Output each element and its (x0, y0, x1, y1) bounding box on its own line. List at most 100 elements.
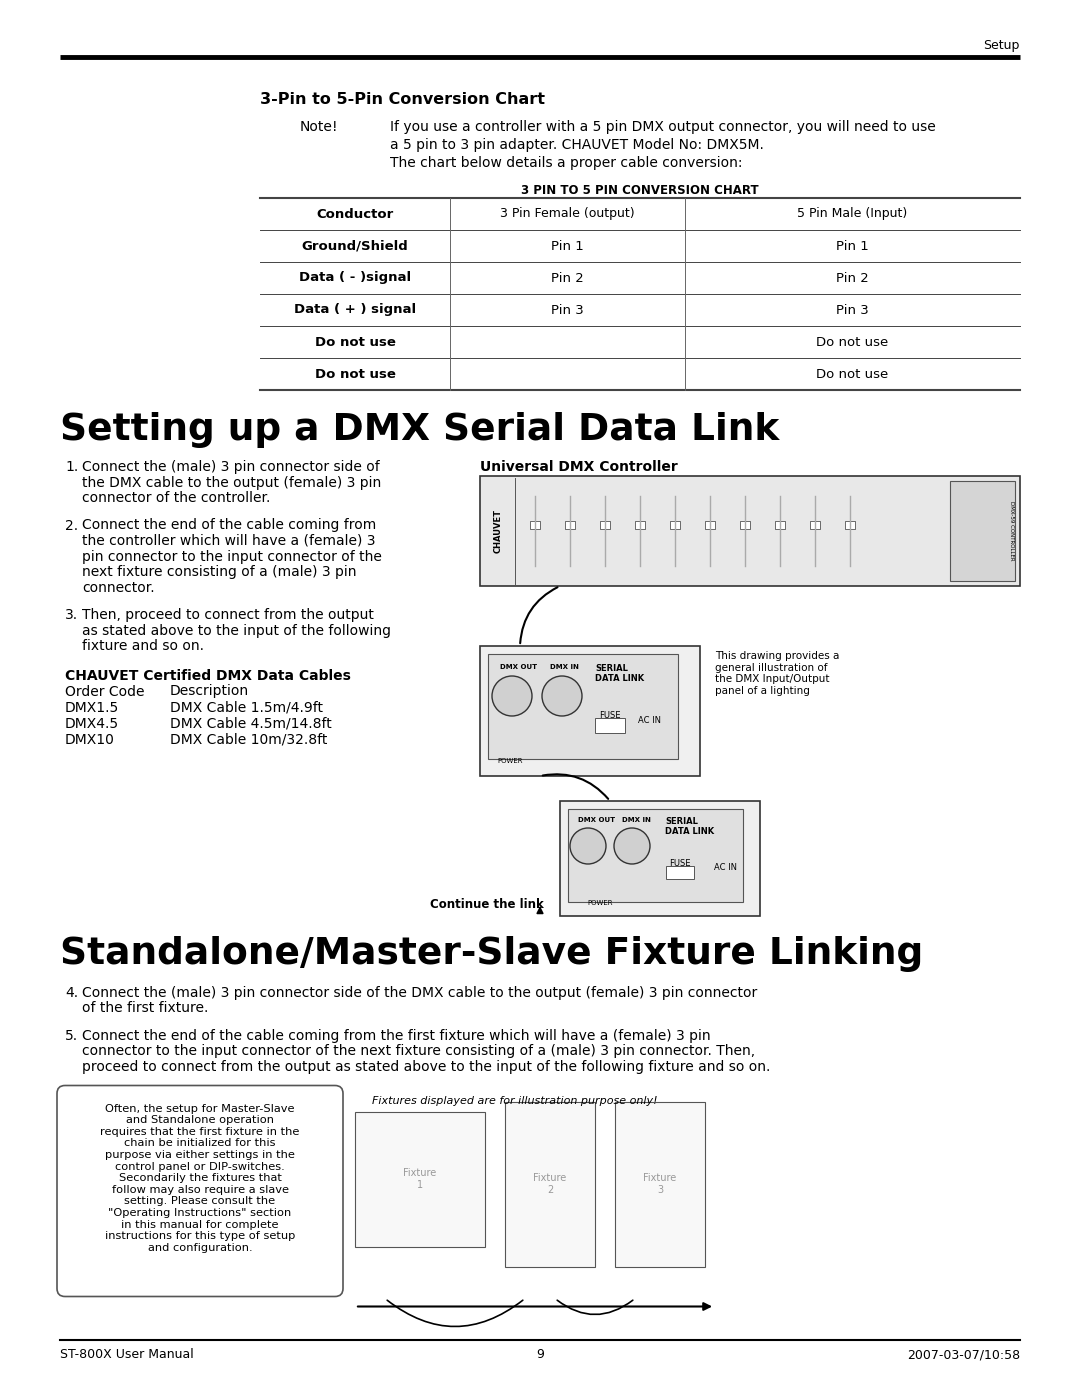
Bar (666, 866, 694, 879)
Text: Setup: Setup (984, 39, 1020, 52)
Text: DMX4.5: DMX4.5 (65, 717, 119, 731)
Bar (595, 718, 625, 733)
Text: Fixture
2: Fixture 2 (534, 1173, 567, 1194)
Text: DMX-59 CONTROLLER: DMX-59 CONTROLLER (1010, 502, 1014, 560)
Text: DMX Cable 10m/32.8ft: DMX Cable 10m/32.8ft (170, 732, 327, 746)
Bar (505, 1101, 595, 1267)
Bar (615, 1101, 705, 1267)
Text: 5.: 5. (65, 1030, 78, 1044)
Text: as stated above to the input of the following: as stated above to the input of the foll… (82, 623, 391, 637)
FancyBboxPatch shape (57, 1085, 343, 1296)
Text: Connect the end of the cable coming from: Connect the end of the cable coming from (82, 518, 376, 532)
Text: Do not use: Do not use (816, 335, 889, 348)
Bar (635, 521, 645, 529)
Bar (561, 800, 760, 916)
Text: DMX Cable 4.5m/14.8ft: DMX Cable 4.5m/14.8ft (170, 717, 332, 731)
Text: FUSE: FUSE (670, 859, 691, 868)
Text: pin connector to the input connector of the: pin connector to the input connector of … (82, 549, 382, 563)
Text: Data ( + ) signal: Data ( + ) signal (294, 303, 416, 317)
Text: proceed to connect from the output as stated above to the input of the following: proceed to connect from the output as st… (82, 1060, 770, 1074)
Text: AC IN: AC IN (638, 717, 661, 725)
Bar (568, 809, 743, 902)
Text: Fixture
3: Fixture 3 (644, 1173, 677, 1194)
Text: Setting up a DMX Serial Data Link: Setting up a DMX Serial Data Link (60, 412, 780, 448)
Bar (810, 521, 820, 529)
Text: of the first fixture.: of the first fixture. (82, 1002, 208, 1016)
Text: The chart below details a proper cable conversion:: The chart below details a proper cable c… (390, 156, 743, 170)
Text: DMX10: DMX10 (65, 732, 114, 746)
Text: 5 Pin Male (Input): 5 Pin Male (Input) (797, 208, 907, 221)
Text: Often, the setup for Master-Slave
and Standalone operation
requires that the fir: Often, the setup for Master-Slave and St… (100, 1104, 299, 1253)
Text: CHAUVET: CHAUVET (494, 509, 502, 553)
Bar (355, 1112, 485, 1246)
Text: Pin 1: Pin 1 (551, 239, 584, 253)
Text: DMX IN: DMX IN (550, 664, 579, 671)
Text: connector to the input connector of the next fixture consisting of a (male) 3 pi: connector to the input connector of the … (82, 1045, 755, 1059)
Text: Do not use: Do not use (816, 367, 889, 380)
Circle shape (615, 828, 650, 863)
Text: Note!: Note! (300, 120, 338, 134)
Text: DMX Cable 1.5m/4.9ft: DMX Cable 1.5m/4.9ft (170, 700, 323, 714)
Text: Data ( - )signal: Data ( - )signal (299, 271, 411, 285)
Text: 2007-03-07/10:58: 2007-03-07/10:58 (907, 1348, 1020, 1361)
Text: CHAUVET Certified DMX Data Cables: CHAUVET Certified DMX Data Cables (65, 669, 351, 683)
Bar (480, 645, 700, 775)
Text: DMX OUT: DMX OUT (578, 817, 616, 823)
Text: Standalone/Master-Slave Fixture Linking: Standalone/Master-Slave Fixture Linking (60, 936, 923, 972)
Text: Do not use: Do not use (314, 335, 395, 348)
Text: Ground/Shield: Ground/Shield (301, 239, 408, 253)
Text: SERIAL
DATA LINK: SERIAL DATA LINK (665, 817, 714, 837)
Text: Connect the (male) 3 pin connector side of the DMX cable to the output (female) : Connect the (male) 3 pin connector side … (82, 986, 757, 1000)
Text: 9: 9 (536, 1348, 544, 1361)
Circle shape (542, 676, 582, 717)
Text: 3-Pin to 5-Pin Conversion Chart: 3-Pin to 5-Pin Conversion Chart (260, 92, 545, 108)
Text: Pin 3: Pin 3 (836, 303, 869, 317)
Text: This drawing provides a
general illustration of
the DMX Input/Output
panel of a : This drawing provides a general illustra… (715, 651, 839, 696)
Text: ST-800X User Manual: ST-800X User Manual (60, 1348, 193, 1361)
Bar (488, 654, 678, 759)
Text: 2.: 2. (65, 518, 78, 532)
Text: 4.: 4. (65, 986, 78, 1000)
Text: SERIAL
DATA LINK: SERIAL DATA LINK (595, 664, 644, 683)
Text: the DMX cable to the output (female) 3 pin: the DMX cable to the output (female) 3 p… (82, 475, 381, 489)
Bar (740, 521, 750, 529)
Text: 3 Pin Female (output): 3 Pin Female (output) (500, 208, 635, 221)
Text: If you use a controller with a 5 pin DMX output connector, you will need to use: If you use a controller with a 5 pin DMX… (390, 120, 935, 134)
Bar (565, 521, 575, 529)
Text: Conductor: Conductor (316, 208, 393, 221)
Text: DMX IN: DMX IN (622, 817, 651, 823)
Bar (775, 521, 785, 529)
Text: Pin 2: Pin 2 (551, 271, 584, 285)
Circle shape (570, 828, 606, 863)
Text: next fixture consisting of a (male) 3 pin: next fixture consisting of a (male) 3 pi… (82, 564, 356, 578)
Text: Pin 1: Pin 1 (836, 239, 869, 253)
Text: Fixture
1: Fixture 1 (403, 1168, 436, 1190)
Text: Pin 3: Pin 3 (551, 303, 584, 317)
Text: connector of the controller.: connector of the controller. (82, 490, 270, 504)
Bar (600, 521, 610, 529)
Text: fixture and so on.: fixture and so on. (82, 638, 204, 652)
Bar (950, 481, 1015, 581)
Text: Fixtures displayed are for illustration purpose only!: Fixtures displayed are for illustration … (373, 1095, 658, 1105)
Bar (670, 521, 680, 529)
Text: 3 PIN TO 5 PIN CONVERSION CHART: 3 PIN TO 5 PIN CONVERSION CHART (522, 184, 759, 197)
Text: a 5 pin to 3 pin adapter. CHAUVET Model No: DMX5M.: a 5 pin to 3 pin adapter. CHAUVET Model … (390, 138, 764, 152)
Text: Connect the (male) 3 pin connector side of: Connect the (male) 3 pin connector side … (82, 460, 380, 474)
Text: the controller which will have a (female) 3: the controller which will have a (female… (82, 534, 376, 548)
Text: DMX OUT: DMX OUT (500, 664, 537, 671)
Text: Connect the end of the cable coming from the first fixture which will have a (fe: Connect the end of the cable coming from… (82, 1030, 711, 1044)
Text: Do not use: Do not use (314, 367, 395, 380)
Text: connector.: connector. (82, 581, 154, 595)
Text: Then, proceed to connect from the output: Then, proceed to connect from the output (82, 608, 374, 622)
Bar (705, 521, 715, 529)
Text: Description: Description (170, 685, 249, 698)
Bar (845, 521, 855, 529)
Text: Continue the link: Continue the link (430, 898, 543, 911)
Text: FUSE: FUSE (599, 711, 621, 719)
Text: AC IN: AC IN (714, 863, 737, 872)
Text: POWER: POWER (588, 900, 612, 907)
Text: DMX1.5: DMX1.5 (65, 700, 119, 714)
Text: 3.: 3. (65, 608, 78, 622)
Text: 1.: 1. (65, 460, 78, 474)
Bar (480, 476, 1020, 585)
